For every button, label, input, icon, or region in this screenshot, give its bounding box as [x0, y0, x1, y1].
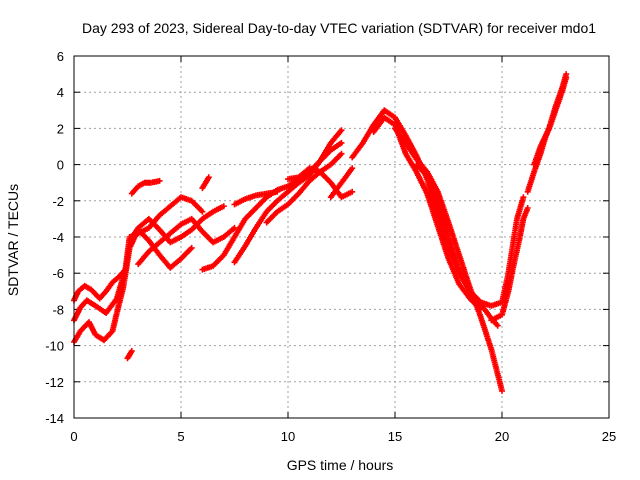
x-tick-label: 0: [70, 429, 77, 444]
grid: [74, 56, 609, 418]
y-tick-label: -14: [45, 411, 64, 426]
chart-title: Day 293 of 2023, Sidereal Day-to-day VTE…: [82, 20, 596, 36]
data-track-track-5: [128, 177, 163, 197]
y-axis-label: SDTVAR / TECUs: [5, 184, 21, 296]
y-tick-label: 2: [57, 121, 64, 136]
plot-frame: [73, 55, 610, 419]
x-axis-label: GPS time / hours: [287, 457, 394, 473]
y-tick-label: 4: [57, 85, 64, 100]
y-tick-label: 6: [57, 49, 64, 64]
data-track-track-13: [285, 165, 356, 201]
x-tick-label: 5: [177, 429, 184, 444]
y-tick-label: 0: [57, 158, 64, 173]
y-tick-label: -10: [45, 339, 64, 354]
data-track-track-14: [327, 165, 356, 201]
x-tick-label: 15: [388, 429, 402, 444]
data-track-track-18: [413, 161, 527, 309]
data-track-track-8: [199, 174, 212, 192]
y-tick-label: -2: [52, 194, 64, 209]
y-tick-label: -6: [52, 266, 64, 281]
x-tick-label: 20: [495, 429, 509, 444]
data-track-track-1: [71, 194, 206, 324]
axis-tick-labels: 0 5 10 15 20 25 -14 -12 -10 -8 -6 -4 -2 0 2 4 6: [45, 49, 616, 444]
data-track-track-21: [531, 71, 570, 168]
y-tick-label: -8: [52, 302, 64, 317]
data-track-track-10: [231, 127, 345, 266]
y-tick-label: -12: [45, 375, 64, 390]
data-points: [71, 71, 570, 394]
data-track-track-16: [370, 114, 484, 313]
x-tick-label: 10: [281, 429, 295, 444]
data-track-track-15: [349, 107, 501, 329]
data-track-track-4: [124, 348, 135, 362]
data-track-track-11: [231, 188, 281, 208]
y-tick-label: -4: [52, 230, 64, 245]
data-track-track-12: [263, 150, 345, 226]
data-track-track-7: [135, 215, 238, 268]
x-tick-label: 25: [602, 429, 616, 444]
data-track-track-19: [488, 205, 531, 324]
